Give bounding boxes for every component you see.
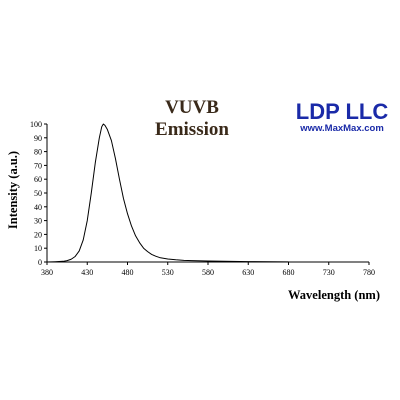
y-axis-ticks: 0 10 20 30 40 50 60 70 80 90 100: [30, 120, 47, 267]
y-tick-label: 30: [34, 217, 42, 226]
brand-url: www.MaxMax.com: [299, 123, 384, 134]
y-tick-label: 90: [34, 134, 42, 143]
y-tick-label: 0: [38, 258, 42, 267]
y-tick-label: 20: [34, 230, 42, 239]
chart-title-line-1: VUVB: [165, 97, 219, 118]
y-tick-label: 50: [34, 189, 42, 198]
y-tick-label: 40: [34, 203, 42, 212]
x-tick-label: 630: [242, 268, 254, 277]
x-tick-label: 680: [283, 268, 295, 277]
y-tick-label: 100: [30, 120, 42, 129]
chart-title-line-2: Emission: [155, 119, 229, 140]
x-tick-label: 780: [363, 268, 375, 277]
x-tick-label: 430: [81, 268, 93, 277]
y-tick-label: 60: [34, 175, 42, 184]
x-tick-label: 530: [162, 268, 174, 277]
x-tick-label: 580: [202, 268, 214, 277]
y-axis-title: Intensity (a.u.): [6, 151, 20, 229]
brand-name: LDP LLC: [296, 99, 389, 124]
series-layer: [46, 123, 289, 263]
x-tick-label: 480: [122, 268, 134, 277]
y-tick-label: 10: [34, 244, 42, 253]
y-tick-label: 80: [34, 148, 42, 157]
x-axis-ticks: 380 430 480 530 580 630 680 730 780: [41, 262, 375, 277]
emission-series-line: [46, 123, 289, 263]
x-tick-label: 380: [41, 268, 53, 277]
x-tick-label: 730: [323, 268, 335, 277]
x-axis-title: Wavelength (nm): [288, 288, 380, 302]
y-tick-label: 70: [34, 161, 42, 170]
